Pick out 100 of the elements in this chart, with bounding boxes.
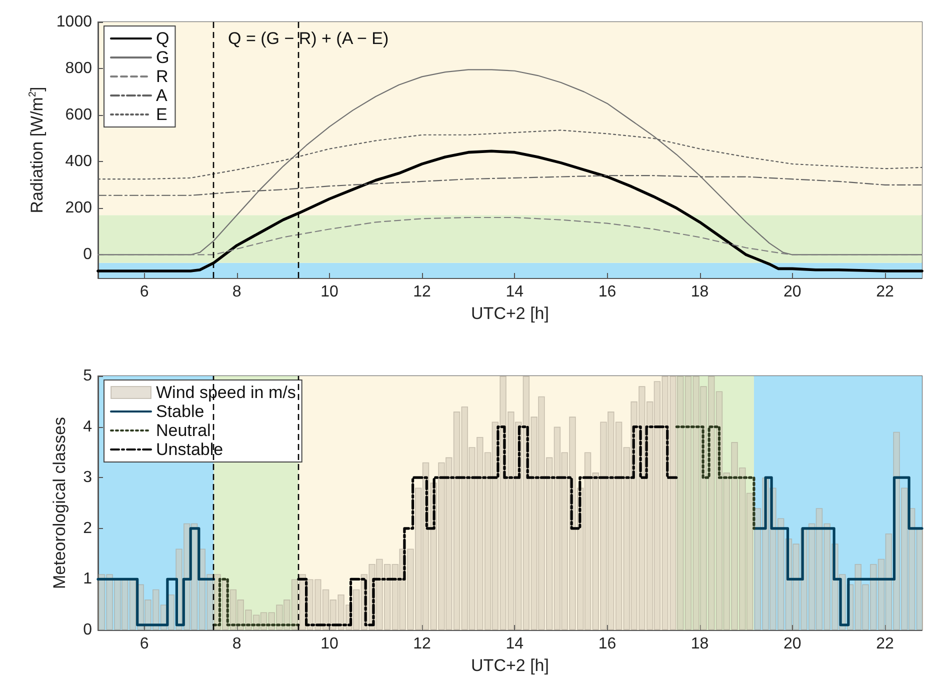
bar [554, 426, 561, 630]
bar [500, 376, 506, 630]
y-tick-label: 2 [83, 520, 92, 537]
bar [446, 457, 452, 630]
bar [237, 600, 244, 630]
bar [468, 447, 476, 630]
bar [121, 579, 128, 630]
bar [623, 447, 630, 630]
bar [338, 594, 344, 630]
x-tick-label: 10 [320, 636, 338, 652]
x-tick-label: 14 [506, 284, 524, 300]
bar [330, 600, 337, 630]
bar [484, 452, 492, 630]
bar [808, 523, 816, 630]
bar [584, 452, 592, 630]
bar [777, 518, 784, 630]
legend-label: Neutral [156, 421, 211, 440]
x-tick-label: 20 [783, 284, 802, 300]
bar [129, 579, 136, 630]
bar [824, 523, 830, 630]
bar [854, 564, 862, 630]
y-tick-label: 800 [65, 60, 92, 78]
x-tick-label: 18 [690, 284, 709, 300]
bar [152, 589, 160, 630]
bar [901, 488, 908, 630]
bar [538, 396, 545, 630]
bar [461, 406, 468, 630]
bar [106, 574, 113, 630]
x-tick-label: 12 [413, 284, 432, 300]
bar [476, 436, 484, 630]
bar [792, 544, 800, 630]
bar [878, 558, 885, 630]
bar [144, 600, 152, 630]
bar [615, 422, 622, 630]
bar [662, 376, 668, 630]
bar [670, 376, 676, 630]
y-tick-label: 0 [83, 246, 92, 264]
x-tick-label: 10 [320, 284, 338, 300]
x-tick-label: 12 [413, 636, 432, 652]
bar [392, 564, 399, 630]
x-axis-title: UTC+2 [h] [471, 304, 549, 323]
bar [885, 533, 892, 630]
bar [569, 416, 576, 630]
bar [322, 589, 330, 630]
bar [98, 574, 106, 630]
bar [230, 589, 237, 630]
y-tick-label: 400 [65, 153, 92, 170]
x-tick-label: 14 [506, 636, 524, 652]
legend-label: Wind speed in m/s [156, 383, 296, 402]
bar [708, 376, 715, 630]
bar [638, 386, 646, 630]
x-tick-label: 16 [598, 636, 616, 652]
bar [600, 422, 607, 630]
bar [723, 472, 730, 630]
bar [114, 579, 121, 630]
y-tick-label: 1000 [56, 14, 92, 30]
bar [816, 508, 823, 630]
bar [646, 401, 654, 630]
x-tick-label: 16 [598, 284, 616, 300]
y-tick-label: 600 [65, 106, 92, 124]
bar [754, 508, 762, 630]
bar [739, 467, 746, 630]
line-series [97, 216, 923, 256]
legend-label: Q [156, 29, 170, 48]
y-axis-title: Meteorological classes [50, 417, 69, 589]
x-tick-label: 22 [876, 636, 894, 652]
y-tick-label: 3 [83, 469, 92, 486]
bar [530, 416, 538, 630]
bar [438, 462, 445, 630]
bar [384, 564, 391, 630]
legend-label: E [156, 105, 168, 124]
y-tick-label: 4 [83, 418, 92, 436]
legend-label: G [156, 48, 170, 67]
legend-label: Stable [156, 402, 204, 421]
x-tick-label: 20 [783, 636, 802, 652]
x-tick-label: 22 [876, 284, 894, 300]
bar [700, 386, 707, 630]
bar [508, 412, 514, 630]
x-tick-label: 18 [690, 636, 709, 652]
bar [314, 579, 322, 630]
legend-label: R [156, 67, 168, 86]
bar [916, 528, 924, 630]
bar [407, 548, 414, 630]
bar [291, 579, 298, 630]
bar [654, 381, 661, 630]
x-tick-label: 8 [232, 636, 242, 652]
bar [908, 508, 916, 630]
annotation: Q = (G − R) + (A − E) [228, 29, 389, 48]
bar [168, 594, 174, 630]
x-axis-title: UTC+2 [h] [471, 656, 549, 675]
bar [731, 442, 738, 630]
bar [684, 376, 692, 630]
bar [862, 584, 869, 630]
bar [746, 492, 754, 630]
bar [206, 574, 214, 630]
legend-label: A [156, 86, 168, 105]
x-tick-label: 8 [232, 284, 242, 300]
y-tick-label: 0 [83, 622, 92, 638]
y-axis-title: Radiation [W/m2] [28, 86, 47, 214]
bar [376, 558, 383, 630]
